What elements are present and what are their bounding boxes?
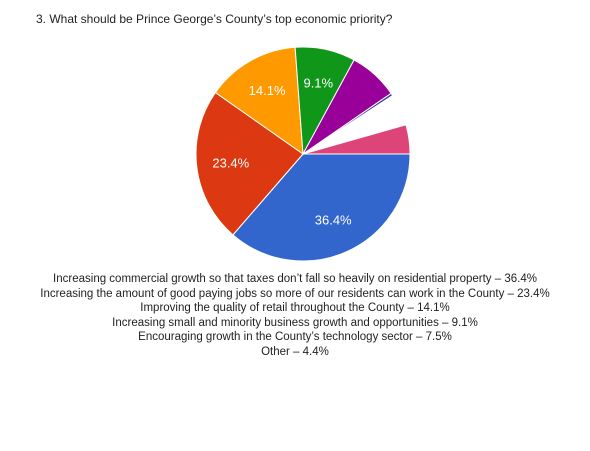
pie-svg: 36.4% 23.4% 14.1% 9.1% xyxy=(195,46,411,262)
pie-slice-0 xyxy=(232,153,411,262)
pie-slice-8 xyxy=(302,124,411,155)
legend-entry-4: Encouraging growth in the County’s techn… xyxy=(138,331,452,344)
pie-slice-1 xyxy=(195,91,304,236)
chart-title: 3. What should be Prince George’s County… xyxy=(36,12,393,26)
pie-slice-2 xyxy=(214,46,304,156)
slice-data-label-0: 36.4% xyxy=(315,213,352,228)
legend-entry-0: Increasing commercial growth so that tax… xyxy=(53,273,537,285)
legend: Increasing commercial growth so that tax… xyxy=(0,272,590,360)
legend-entry-3: Increasing small and minority business g… xyxy=(112,316,478,329)
slice-data-label-1: 23.4% xyxy=(212,155,249,170)
slice-data-label-3: 9.1% xyxy=(303,75,333,90)
legend-entry-5: Other – 4.4% xyxy=(261,345,329,358)
slice-data-label-2: 14.1% xyxy=(249,83,286,98)
legend-entry-2: Improving the quality of retail througho… xyxy=(140,302,450,315)
legend-entry-1: Increasing the amount of good paying job… xyxy=(40,287,550,300)
